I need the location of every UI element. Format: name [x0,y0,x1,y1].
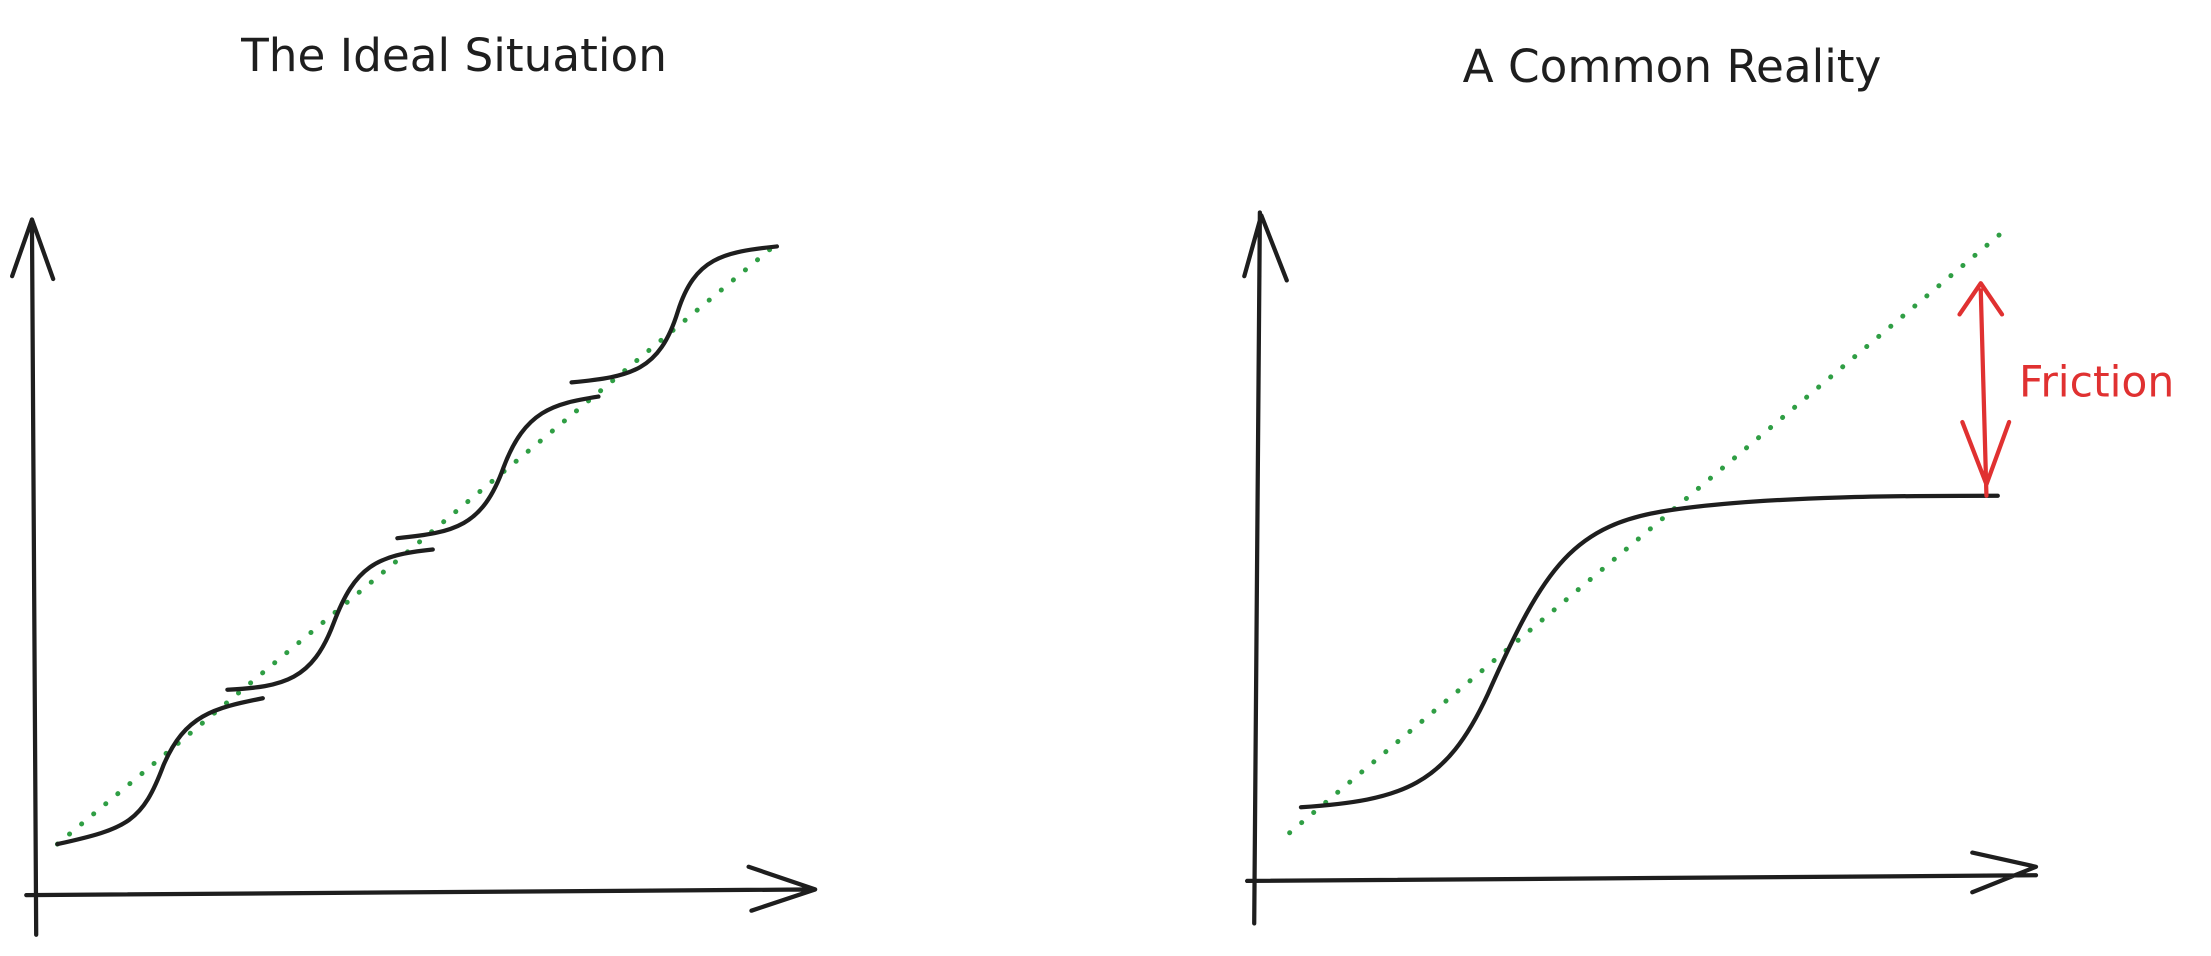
panel-title: The Ideal Situation [240,29,667,82]
panel-ideal: The Ideal Situation [9,29,818,937]
s-curve [1298,493,2000,810]
ideal-line [54,241,780,847]
y-axis [1242,210,1289,926]
annotation: Friction [2019,359,2174,408]
panel-title: A Common Reality [1463,40,1882,93]
x-axis [24,864,818,913]
x-axis [1245,850,2039,895]
y-axis [9,217,56,937]
staircase-curve [55,244,780,847]
ideal-line [1287,224,2012,836]
panel-reality: A Common Reality Friction [1242,40,2174,926]
friction-arrow [1957,281,2012,498]
